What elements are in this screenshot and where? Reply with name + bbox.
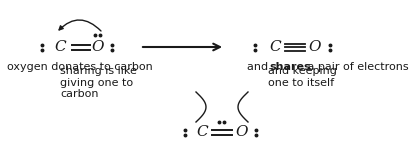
Text: shares: shares <box>269 62 311 72</box>
Text: O: O <box>236 125 248 139</box>
Text: sharing is like
giving one to
carbon: sharing is like giving one to carbon <box>60 66 137 99</box>
FancyArrowPatch shape <box>59 20 101 31</box>
Text: :: : <box>35 40 49 54</box>
Text: oxygen donates to carbon: oxygen donates to carbon <box>7 62 153 72</box>
Text: C: C <box>196 125 208 139</box>
Text: :: : <box>323 40 337 54</box>
Text: :: : <box>106 40 119 54</box>
Text: O: O <box>92 40 104 54</box>
Text: C: C <box>54 40 66 54</box>
Text: and keeping
one to itself: and keeping one to itself <box>268 66 337 88</box>
Text: O: O <box>309 40 321 54</box>
Text: a pair of electrons: a pair of electrons <box>304 62 409 72</box>
Text: C: C <box>269 40 281 54</box>
Text: :: : <box>249 125 263 139</box>
Text: :: : <box>178 125 192 139</box>
Text: :: : <box>248 40 262 54</box>
Text: and: and <box>247 62 271 72</box>
